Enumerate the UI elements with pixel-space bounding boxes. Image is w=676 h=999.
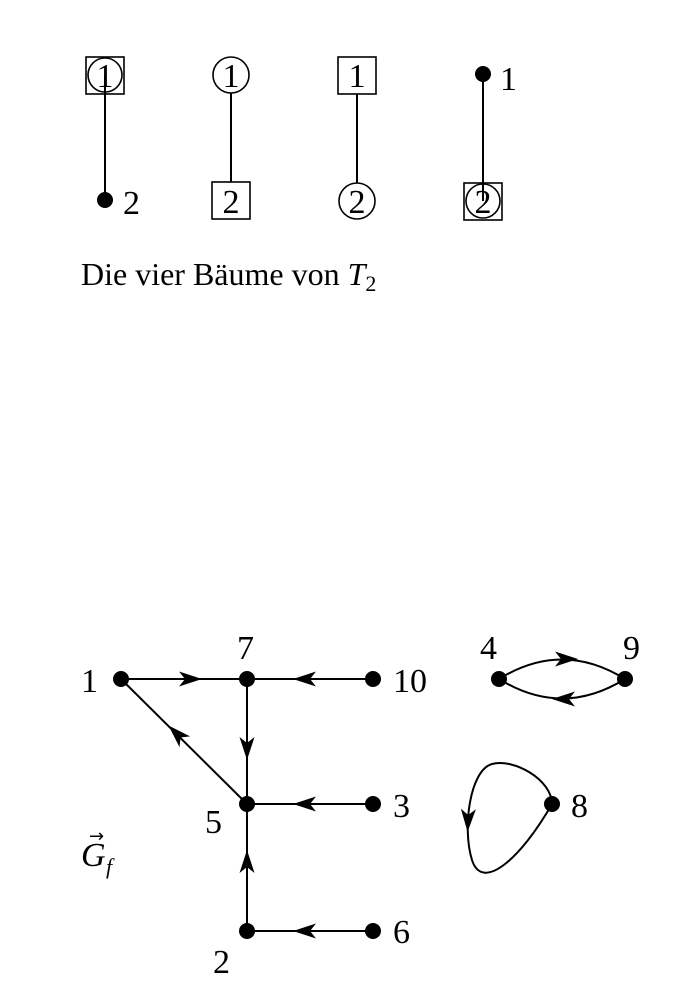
graph-edges [120,651,626,939]
graph-title-subscript: f [106,854,115,879]
node-label: 1 [349,58,366,95]
graph-title-symbol: G [81,837,106,874]
graph-node-6 [365,923,381,939]
node-label: 2 [475,184,492,221]
node-label: 2 [349,184,366,221]
graph-nodes [113,671,633,939]
leaf-square-marker [463,182,503,221]
root-square-marker [85,56,125,95]
root-square-marker [337,56,377,95]
caption-text: Die vier Bäume von [81,256,348,292]
node-label-1: 1 [81,663,98,700]
node-label: 2 [223,184,240,221]
node-label: 1 [223,58,240,95]
node-label: 2 [123,185,140,222]
node-label-2: 2 [213,944,230,981]
leaf-circle-marker [338,182,376,220]
root-circle-marker [87,57,123,93]
graph-node-10 [365,671,381,687]
node-label-6: 6 [393,914,410,951]
tree-1: 1 2 [85,56,140,222]
figure-caption: Die vier Bäume von T2 [81,256,376,296]
graph-node-2 [239,923,255,939]
vector-arrow-icon: → [89,826,104,847]
leaf-square-marker [211,181,251,220]
graph-node-5 [239,796,255,812]
node-label-3: 3 [393,788,410,825]
node-label-5: 5 [205,804,222,841]
graph-node-4 [491,671,507,687]
leaf-node-dot [97,192,113,208]
edge-8-self-loop [466,762,553,874]
graph-node-7 [239,671,255,687]
graph-node-3 [365,796,381,812]
graph-title: G → f [81,826,115,879]
tree-3: 1 2 [337,56,377,221]
graph-node-labels: 1 7 10 5 3 2 6 4 9 8 [81,630,640,981]
edge-5-to-1 [120,678,248,805]
root-circle-marker [212,56,250,94]
graph-node-8 [544,796,560,812]
caption-symbol: T [348,256,368,292]
node-label: 1 [97,58,114,95]
node-label-4: 4 [480,630,497,667]
caption-subscript: 2 [365,271,376,296]
node-label-8: 8 [571,788,588,825]
leaf-circle-marker [465,183,501,219]
node-label: 1 [500,61,517,98]
node-label-10: 10 [393,663,427,700]
graph-node-9 [617,671,633,687]
edge-9-to-4 [498,678,626,700]
graph-node-1 [113,671,129,687]
node-label-9: 9 [623,630,640,667]
tree-4: 1 2 [463,61,517,221]
tree-2: 1 2 [211,56,251,221]
root-node-dot [475,66,491,82]
node-label-7: 7 [237,630,254,667]
